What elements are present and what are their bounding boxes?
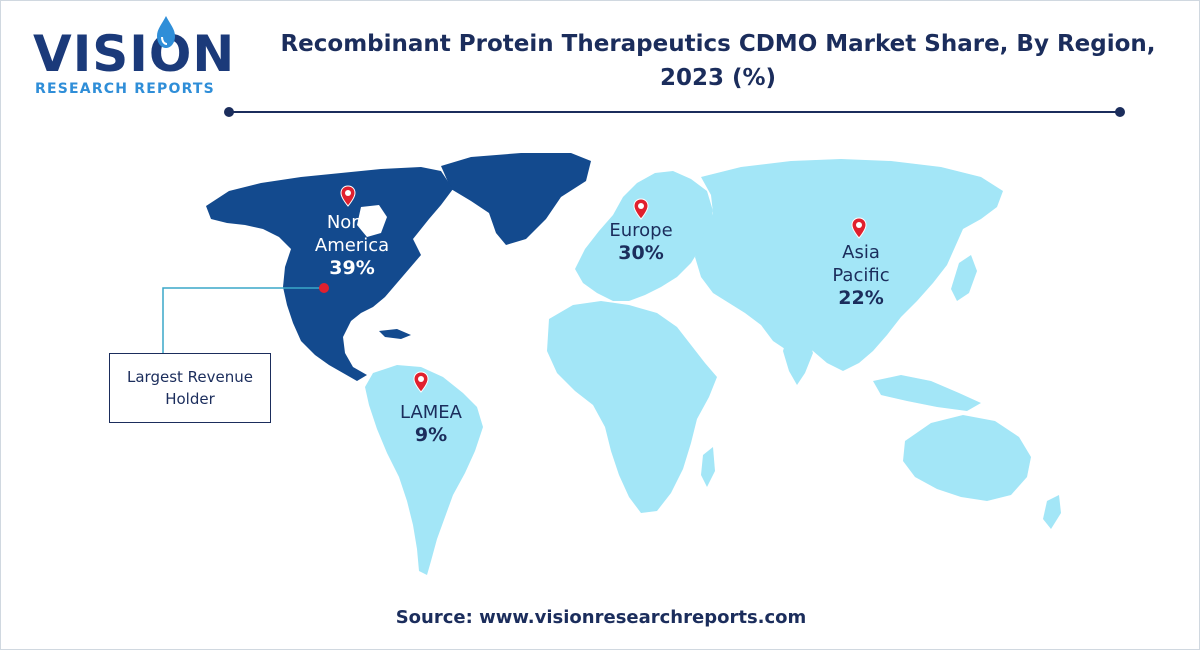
region-share: 39% xyxy=(329,257,375,279)
region-label-north-america: North America 39% xyxy=(297,211,407,280)
greenland-shape xyxy=(441,153,591,245)
region-label-lamea: LAMEA 9% xyxy=(381,401,481,447)
region-name-line-1: North xyxy=(326,212,378,233)
southeast-asia-islands-shape xyxy=(873,375,981,411)
madagascar-shape xyxy=(701,447,715,487)
region-name-line-1: LAMEA xyxy=(400,402,462,423)
region-share: 30% xyxy=(618,242,664,264)
australia-shape xyxy=(903,415,1031,501)
region-share: 22% xyxy=(838,287,884,309)
caribbean-islands-shape xyxy=(379,329,411,339)
largest-revenue-holder-callout: Largest Revenue Holder xyxy=(109,353,271,423)
divider-dot-right xyxy=(1115,107,1125,117)
callout-connector-line xyxy=(162,287,324,353)
region-name-line-2: Pacific xyxy=(832,265,890,286)
title-divider xyxy=(229,111,1121,113)
region-name-line-1: Asia xyxy=(842,242,880,263)
south-america-shape xyxy=(365,365,483,575)
water-drop-icon xyxy=(157,16,175,48)
europe-pin-icon xyxy=(633,198,649,220)
region-label-asia-pacific: Asia Pacific 22% xyxy=(811,241,911,310)
asia-pacific-pin-icon xyxy=(851,217,867,239)
asia-shape xyxy=(695,159,1003,371)
new-zealand-shape xyxy=(1043,495,1061,529)
source-note: Source: www.visionresearchreports.com xyxy=(395,607,807,628)
title-line-2: 2023 (%) xyxy=(659,65,777,91)
vision-logo: VISION RESEARCH REPORTS xyxy=(33,15,236,105)
region-share: 9% xyxy=(414,424,448,446)
region-name-line-2: America xyxy=(314,235,390,256)
divider-dot-left xyxy=(224,107,234,117)
lamea-pin-icon xyxy=(413,371,429,393)
hudson-bay-shape xyxy=(357,205,387,237)
north-america-shape xyxy=(206,167,453,381)
europe-shape xyxy=(575,171,713,301)
chart-title: Recombinant Protein Therapeutics CDMO Ma… xyxy=(263,27,1173,95)
callout-line-1: Largest Revenue xyxy=(127,368,253,386)
india-shape xyxy=(783,331,813,385)
callout-anchor-dot xyxy=(319,283,329,293)
region-name-line-1: Europe xyxy=(609,220,673,241)
region-label-europe: Europe 30% xyxy=(591,219,691,265)
north-america-pin-icon xyxy=(340,185,356,207)
world-map xyxy=(162,153,1061,575)
japan-shape xyxy=(951,255,977,301)
logo-wordmark: VISION xyxy=(33,25,236,83)
title-line-1: Recombinant Protein Therapeutics CDMO Ma… xyxy=(280,31,1156,57)
africa-shape xyxy=(547,301,717,513)
callout-line-2: Holder xyxy=(165,390,215,408)
logo-subtitle: RESEARCH REPORTS xyxy=(35,81,215,97)
